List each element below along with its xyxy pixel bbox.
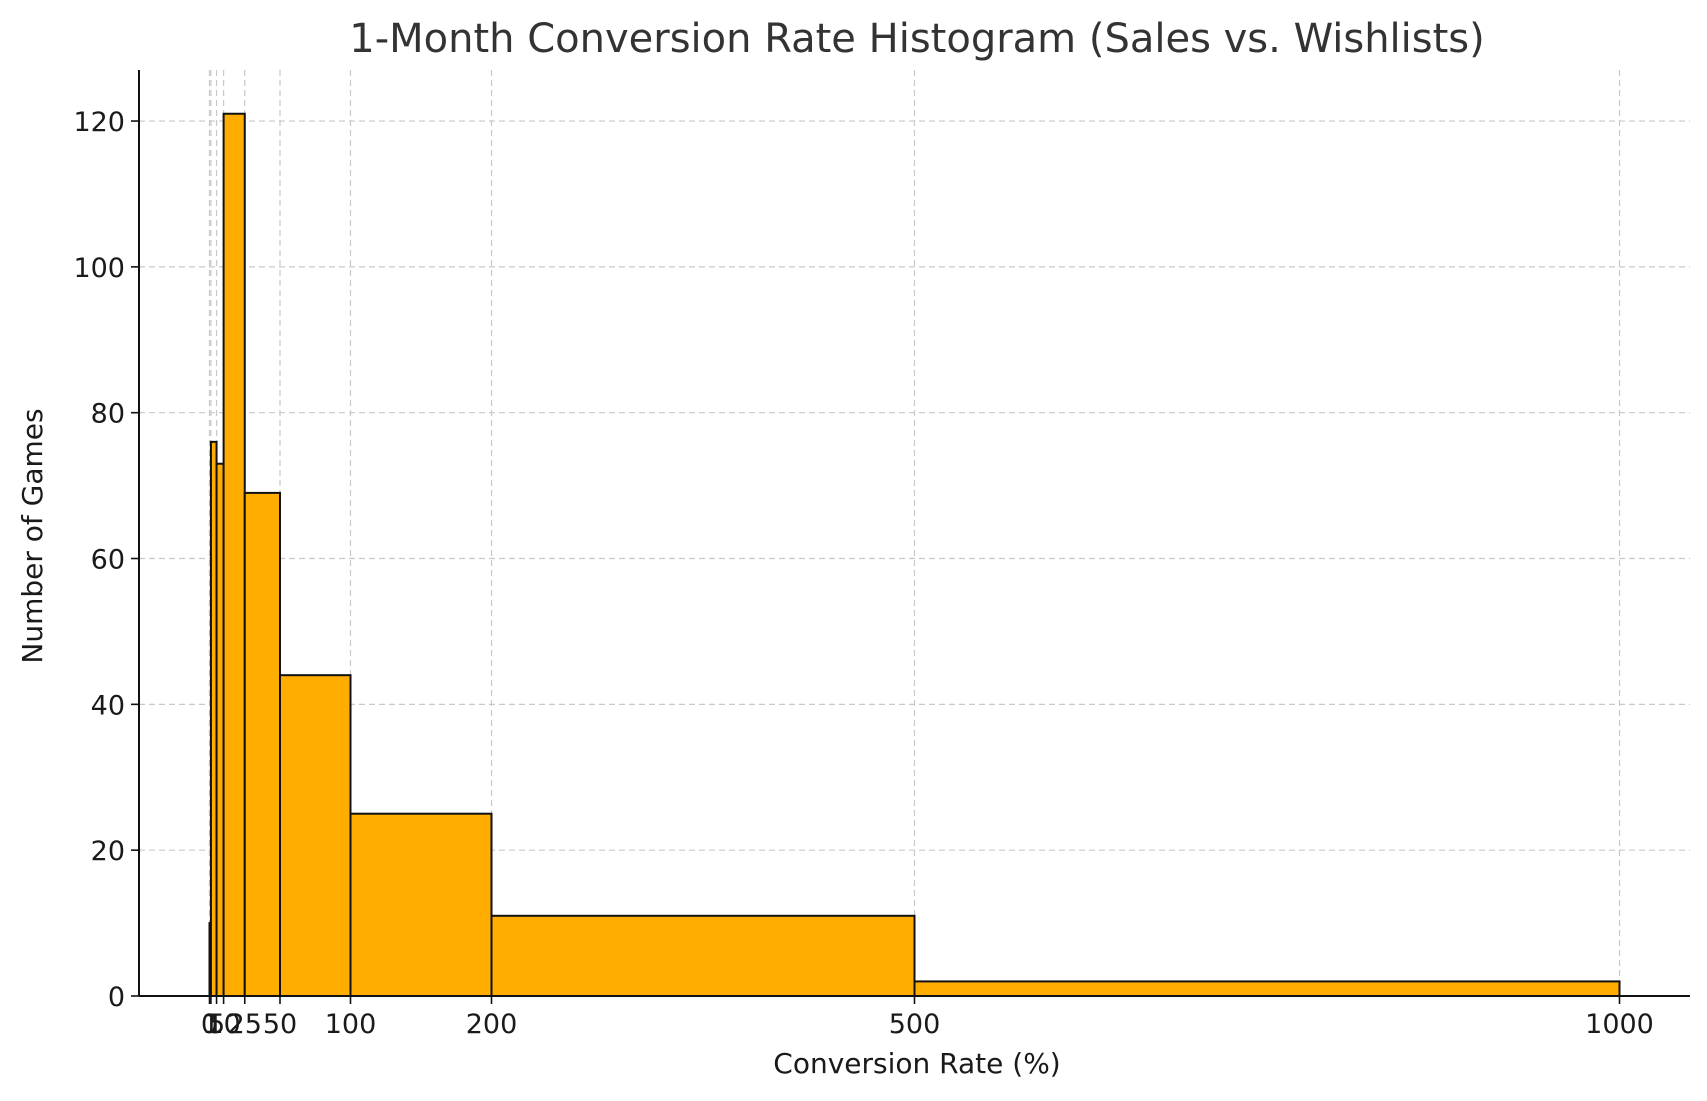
y-tick-label: 120 <box>73 107 125 138</box>
x-tick-label: 5 <box>208 1009 225 1040</box>
x-tick-label: 0 <box>201 1009 218 1040</box>
histogram-bar <box>349 812 493 998</box>
y-tick-label: 60 <box>91 545 125 576</box>
x-tick-label: 100 <box>325 1009 377 1040</box>
axes <box>131 70 1690 1004</box>
x-tick-label: 1 <box>202 1009 219 1040</box>
x-tick-label: 500 <box>889 1009 941 1040</box>
y-tick-label: 40 <box>91 690 125 721</box>
y-tick-label: 80 <box>91 399 125 430</box>
chart-title: 1-Month Conversion Rate Histogram (Sales… <box>349 16 1485 62</box>
x-tick-label: 200 <box>466 1009 518 1040</box>
histogram-bar <box>279 674 352 997</box>
x-tick-label: 10 <box>206 1009 240 1040</box>
x-tick-label: 50 <box>263 1009 297 1040</box>
y-tick-labels: 0 20 40 60 80 100 120 <box>73 107 125 1013</box>
histogram-bar <box>913 980 1621 997</box>
y-tick-label: 20 <box>91 836 125 867</box>
histogram-bar <box>490 914 916 998</box>
histogram-bar <box>215 462 225 997</box>
bars <box>208 112 1621 998</box>
y-tick-label: 100 <box>73 253 125 284</box>
x-axis-label: Conversion Rate (%) <box>773 1047 1060 1080</box>
x-tick-label: 25 <box>228 1009 262 1040</box>
y-axis-label: Number of Games <box>16 408 49 663</box>
histogram-bar <box>243 491 281 997</box>
y-tick-label: 0 <box>108 982 125 1013</box>
x-tick-label: 1000 <box>1585 1009 1654 1040</box>
histogram-bar <box>222 112 246 997</box>
